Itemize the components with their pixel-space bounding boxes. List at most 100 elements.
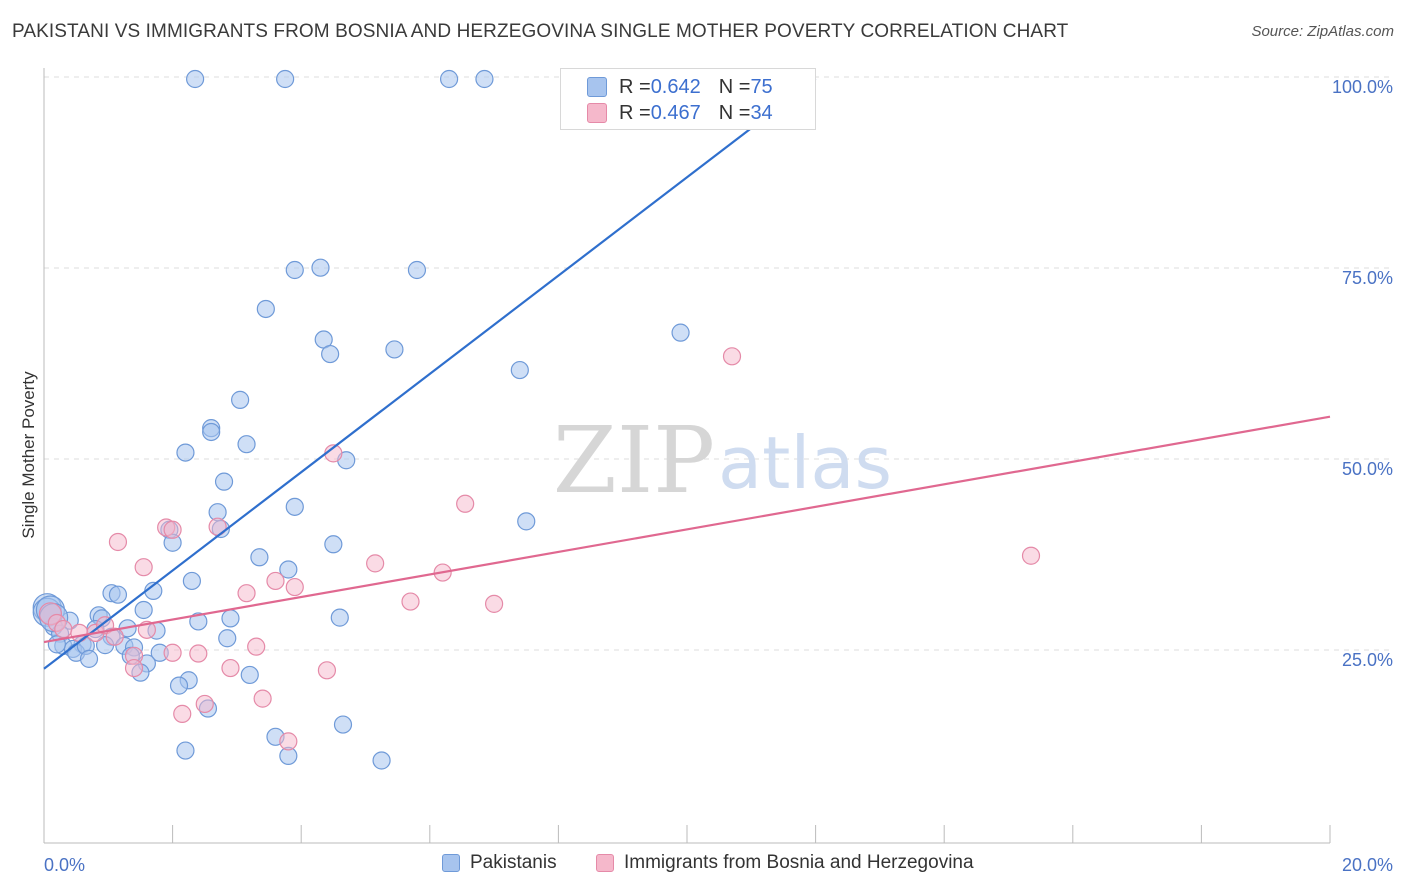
data-point-pakistani [517, 512, 536, 531]
y-tick-label: 100.0% [1332, 77, 1393, 97]
data-point-bosnia [285, 577, 304, 597]
legend-swatch-bosnia [587, 103, 607, 123]
bosnia-points [38, 347, 1041, 751]
trend-line-bosnia [43, 415, 1331, 644]
data-point-bosnia [221, 658, 240, 678]
data-point-pakistani [108, 585, 128, 604]
data-point-bosnia [722, 347, 742, 366]
axes [43, 68, 1331, 844]
legend-r-value: 0.467 [650, 101, 701, 124]
trend-lines [43, 78, 1331, 670]
watermark-atlas: atlas [718, 421, 892, 505]
source-label: Source: ZipAtlas.com [1251, 23, 1394, 40]
data-point-pakistani [169, 676, 189, 695]
data-point-pakistani [285, 260, 304, 280]
data-point-pakistani [134, 600, 153, 620]
data-point-pakistani [385, 340, 404, 359]
data-point-pakistani [475, 69, 494, 89]
y-tick-labels: 25.0% 50.0% 75.0% 100.0% [1332, 77, 1393, 670]
data-point-pakistani [176, 741, 195, 760]
trend-line-pakistani [43, 78, 817, 670]
data-point-pakistani [311, 258, 330, 277]
data-point-bosnia [163, 520, 182, 539]
data-point-pakistani [510, 360, 529, 380]
data-point-bosnia [54, 619, 73, 639]
x-tick-label: 20.0% [1342, 855, 1393, 875]
legend-row-bosnia: R = 0.467 N = 34 [587, 100, 773, 126]
legend-swatch-pakistani [587, 77, 607, 97]
y-tick-label: 75.0% [1342, 268, 1393, 288]
data-point-bosnia [1021, 546, 1041, 565]
data-point-pakistani [189, 612, 208, 631]
gridlines [44, 76, 1392, 651]
data-point-bosnia [237, 584, 256, 603]
data-point-pakistani [285, 497, 304, 516]
data-point-pakistani [237, 435, 256, 454]
data-point-bosnia [108, 532, 128, 552]
data-point-pakistani [182, 571, 201, 591]
legend-r-value: 0.642 [650, 75, 701, 98]
data-point-pakistani [333, 715, 353, 734]
data-point-pakistani [218, 629, 237, 648]
legend-n-label: N = [718, 101, 751, 124]
legend-r-label: R = [619, 75, 651, 98]
legend-label-bosnia: Immigrants from Bosnia and Herzegovina [624, 852, 974, 873]
chart-title: PAKISTANI VS IMMIGRANTS FROM BOSNIA AND … [12, 21, 1069, 42]
watermark-zip: ZIP [553, 407, 715, 514]
legend-row-pakistani: R = 0.642 N = 75 [587, 74, 773, 100]
legend-swatch-pakistanis [442, 854, 460, 872]
data-point-bosnia [70, 623, 89, 643]
data-point-bosnia [195, 694, 214, 714]
data-point-bosnia [366, 554, 385, 573]
legend-n-label: N = [718, 75, 751, 98]
y-tick-label: 50.0% [1342, 459, 1393, 479]
data-point-bosnia [401, 592, 420, 611]
data-point-pakistani [186, 69, 205, 89]
data-point-pakistani [240, 665, 259, 685]
legend-item-pakistanis: Pakistanis [442, 852, 557, 874]
data-point-bosnia [173, 704, 192, 723]
series-legend: Pakistanis Immigrants from Bosnia and He… [0, 852, 1406, 878]
legend-n-value: 34 [750, 101, 773, 124]
data-point-bosnia [124, 658, 144, 678]
legend-item-bosnia: Immigrants from Bosnia and Herzegovina [596, 852, 974, 874]
data-point-bosnia [279, 732, 298, 751]
data-point-pakistani [79, 649, 99, 668]
correlation-legend: R = 0.642 N = 75 R = 0.467 N = 34 [560, 68, 816, 130]
data-point-pakistani [407, 260, 427, 280]
data-point-pakistani [176, 443, 195, 462]
legend-n-value: 75 [750, 75, 773, 98]
data-point-pakistani [321, 344, 340, 364]
x-tick-label: 0.0% [44, 855, 85, 875]
data-point-pakistani [250, 548, 269, 567]
data-point-bosnia [456, 494, 475, 513]
data-point-pakistani [671, 323, 690, 342]
data-point-bosnia [189, 644, 208, 663]
legend-label-pakistanis: Pakistanis [470, 852, 557, 873]
legend-r-label: R = [619, 101, 651, 124]
data-point-pakistani [372, 751, 391, 770]
data-point-bosnia [317, 661, 337, 680]
data-point-bosnia [134, 558, 153, 577]
data-point-pakistani [256, 299, 275, 319]
watermark: ZIP atlas [553, 407, 892, 514]
data-point-pakistani [330, 608, 349, 627]
data-point-pakistani [324, 535, 343, 554]
data-point-bosnia [253, 689, 272, 708]
data-point-bosnia [247, 637, 266, 656]
data-point-bosnia [485, 594, 504, 613]
data-point-pakistani [279, 560, 298, 579]
legend-swatch-bosnia [596, 854, 614, 872]
data-point-pakistani [202, 422, 221, 442]
data-point-pakistani [221, 609, 240, 628]
data-point-pakistani [231, 390, 250, 409]
x-tick-labels: 0.0% 20.0% [44, 855, 1393, 875]
data-point-pakistani [439, 69, 459, 89]
data-point-pakistani [276, 69, 295, 89]
data-point-bosnia [105, 627, 124, 646]
data-point-bosnia [163, 643, 182, 662]
data-point-pakistani [214, 472, 234, 491]
data-point-bosnia [266, 571, 285, 591]
y-tick-label: 25.0% [1342, 650, 1393, 670]
